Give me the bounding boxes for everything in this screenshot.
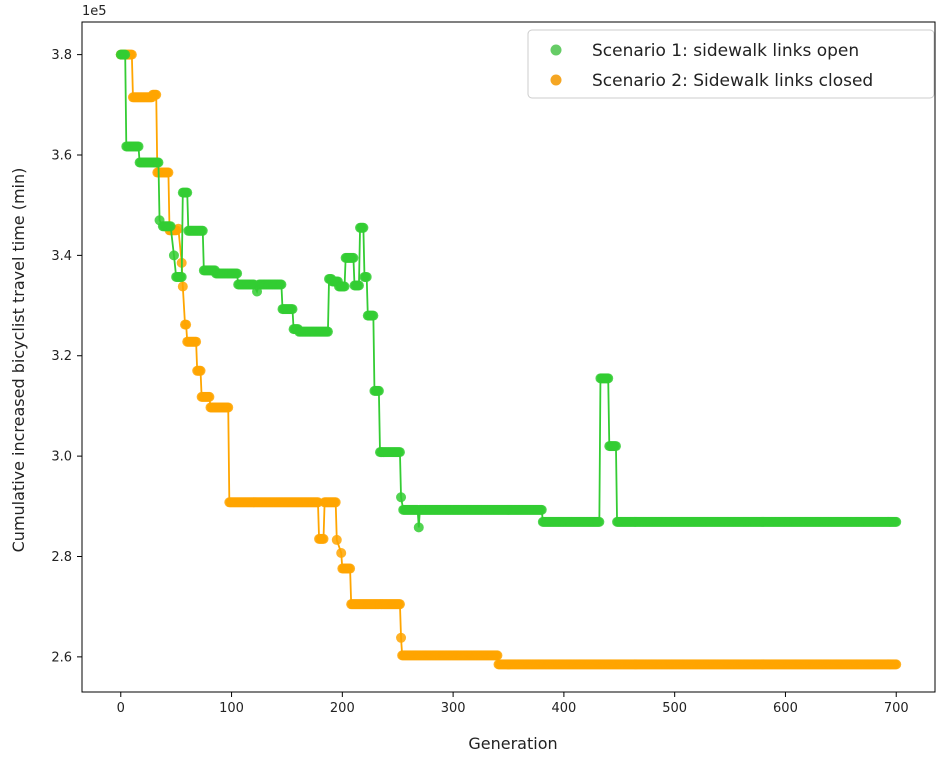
series-2-point [345, 563, 356, 574]
series-1-point [413, 522, 424, 533]
series-1-point [891, 516, 902, 527]
y-tick-label: 3.6 [51, 148, 72, 163]
series-1-point [348, 252, 359, 263]
series-1-point [133, 141, 144, 152]
series-1-point [594, 516, 605, 527]
series-1-point [394, 447, 405, 458]
legend-label-series-1: Scenario 1: sidewalk links open [592, 41, 859, 61]
series-1-point [610, 441, 621, 452]
series-2-point [151, 89, 162, 100]
x-tick-label: 400 [551, 701, 576, 716]
legend-label-series-2: Scenario 2: Sidewalk links closed [592, 71, 873, 91]
series-1-point [603, 373, 614, 384]
series-2-point [318, 533, 329, 544]
series-2-point [163, 167, 174, 178]
series-2-point [330, 497, 341, 508]
x-axis-label: Generation [468, 734, 557, 753]
x-tick-label: 500 [662, 701, 687, 716]
x-tick-label: 700 [884, 701, 909, 716]
y-axis-label: Cumulative increased bicyclist travel ti… [9, 168, 28, 553]
y-tick-label: 2.6 [51, 650, 72, 665]
plot-area [81, 21, 936, 693]
y-tick-label: 3.2 [51, 349, 72, 364]
series-1-point [322, 326, 333, 337]
series-2-point [336, 547, 347, 558]
x-tick-label: 600 [773, 701, 798, 716]
series-1-point [276, 279, 287, 290]
series-1-point [153, 157, 164, 168]
series-2-point [195, 365, 206, 376]
series-1-point [165, 221, 176, 232]
series-1-point [396, 492, 407, 503]
legend: Scenario 1: sidewalk links open Scenario… [527, 29, 935, 99]
series-2-point [331, 534, 342, 545]
series-2-point [204, 391, 215, 402]
series-1-point [361, 271, 372, 282]
series-2-point [177, 281, 188, 292]
series-2-point [223, 402, 234, 413]
x-tick-label: 100 [219, 701, 244, 716]
series-layer [115, 49, 902, 670]
series-2-point [181, 319, 192, 330]
series-2-point [173, 223, 184, 234]
y-offset-text: 1e5 [82, 4, 107, 19]
series-2-point [396, 632, 407, 643]
series-1-point [368, 310, 379, 321]
series-1-point [358, 222, 369, 233]
series-2 [115, 49, 902, 670]
series-2-point [394, 599, 405, 610]
series-2-point [492, 650, 503, 661]
y-tick-label: 3.0 [51, 450, 72, 465]
y-tick-label: 3.4 [51, 249, 72, 264]
series-1-point [182, 187, 193, 198]
series-1 [115, 49, 902, 533]
y-tick-label: 3.8 [51, 48, 72, 63]
legend-marker-series-1 [550, 44, 562, 56]
y-tick-label: 2.8 [51, 550, 72, 565]
legend-marker-series-2 [550, 74, 562, 86]
series-1-point [339, 281, 350, 292]
x-tick-label: 300 [441, 701, 466, 716]
series-1-point [197, 225, 208, 236]
y-ticks: 2.6 2.8 3.0 3.2 3.4 3.6 3.8 [51, 48, 82, 665]
series-1-point [373, 385, 384, 396]
x-tick-label: 0 [117, 701, 125, 716]
series-2-point [891, 659, 902, 670]
series-1-point [168, 250, 179, 261]
series-1-point [120, 49, 131, 60]
legend-box [527, 29, 935, 99]
series-2-point [191, 336, 202, 347]
x-ticks: 0 100 200 300 400 500 600 700 [117, 692, 909, 716]
series-1-point [176, 271, 187, 282]
series-1-point [536, 504, 547, 515]
series-1-point [232, 268, 243, 279]
series-1-point [353, 280, 364, 291]
x-tick-label: 200 [330, 701, 355, 716]
series-1-point [287, 304, 298, 315]
